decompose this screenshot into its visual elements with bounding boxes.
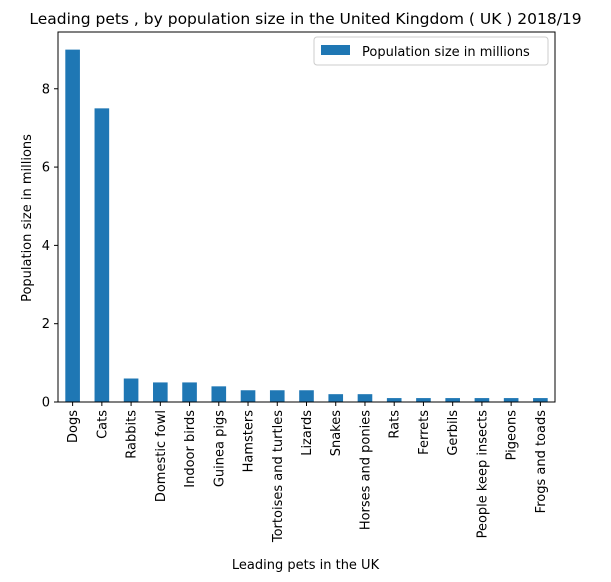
x-axis-label: Leading pets in the UK: [232, 558, 380, 573]
x-tick-label: Gerbils: [446, 410, 461, 456]
bar-5: [211, 386, 227, 402]
x-tick-label: Dogs: [66, 410, 81, 443]
x-tick-label: Ferrets: [417, 410, 432, 455]
bar-10: [357, 394, 373, 402]
bar-7: [269, 390, 285, 402]
x-tick-label: Rats: [388, 410, 403, 439]
y-axis-label: Population size in millions: [20, 134, 35, 302]
bar-13: [445, 398, 460, 402]
plot-area: Dogs Cats Rabbits Domestic fowl Indoor birds…: [42, 31, 556, 543]
bar-4: [182, 382, 197, 402]
y-tick-label: 4: [42, 239, 50, 254]
x-tick-label: Domestic fowl: [154, 410, 169, 502]
bar-12: [416, 398, 431, 402]
legend-swatch: [321, 45, 350, 55]
y-tick-label: 6: [42, 161, 50, 176]
x-tick-label: Pigeons: [505, 410, 520, 461]
bar-0: [65, 49, 80, 402]
bar-1: [94, 108, 110, 402]
y-tick-label: 0: [42, 396, 50, 411]
x-tick-label: Hamsters: [242, 410, 257, 473]
x-tick-label: Guinea pigs: [212, 410, 227, 487]
bar-3: [153, 382, 168, 402]
y-tick-label: 2: [42, 317, 50, 332]
x-tick-label: Horses and ponies: [358, 410, 373, 530]
x-tick-label: People keep insects: [475, 410, 490, 539]
y-tick-label: 8: [42, 82, 50, 97]
chart-title: Leading pets , by population size in the…: [29, 10, 581, 28]
x-tick-label: Indoor birds: [183, 410, 198, 488]
x-tick-label: Snakes: [329, 410, 344, 457]
x-tick-label: Frogs and toads: [534, 410, 549, 514]
bar-15: [503, 398, 519, 402]
legend: Population size in millions: [313, 36, 549, 66]
bar-14: [474, 398, 490, 402]
bar-9: [328, 394, 344, 402]
x-tick-label: Tortoises and turtles: [271, 410, 286, 543]
bar-2: [123, 378, 139, 402]
x-tick-label: Rabbits: [125, 410, 140, 459]
axes-frame: [57, 31, 556, 403]
legend-box: [313, 36, 549, 66]
bar-8: [299, 390, 314, 402]
bar-16: [533, 398, 548, 402]
bar-11: [386, 398, 402, 402]
bar-6: [240, 390, 256, 402]
x-tick-label: Lizards: [300, 410, 315, 456]
x-tick-label: Cats: [95, 410, 110, 439]
legend-label: Population size in millions: [362, 45, 530, 60]
